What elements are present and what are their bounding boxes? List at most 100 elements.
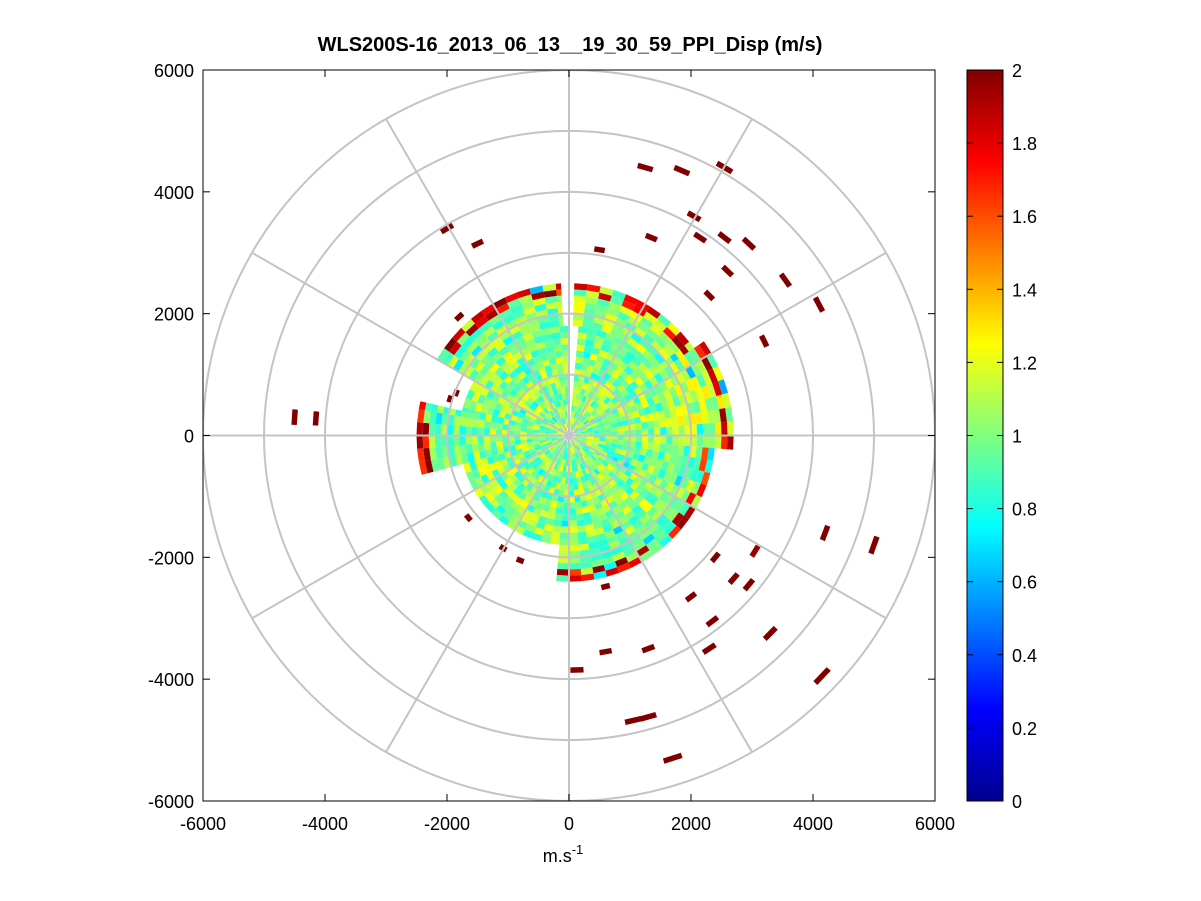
core-cell	[629, 440, 636, 448]
sector-cell	[712, 381, 723, 397]
sector-cell	[480, 353, 492, 365]
sector-cell	[657, 313, 671, 327]
sector-cell	[649, 323, 663, 336]
colorbar-tick-label: 0.6	[1012, 573, 1037, 593]
core-cell	[541, 504, 551, 512]
core-cell	[633, 447, 642, 455]
core-cell	[584, 403, 590, 411]
sector-cell	[619, 305, 633, 317]
core-cell	[572, 411, 576, 418]
sector-cell	[677, 465, 687, 478]
sector-cell	[674, 487, 686, 500]
sector-cell	[695, 412, 703, 425]
core-cell	[500, 360, 511, 371]
sector-cell	[676, 515, 689, 530]
core-cell	[541, 359, 551, 367]
core-cell	[530, 450, 538, 457]
core-cell	[539, 453, 546, 459]
core-cell	[553, 401, 559, 408]
core-cell	[540, 443, 547, 449]
sector-cell	[706, 353, 719, 369]
core-cell	[483, 396, 492, 407]
sector-cell	[667, 508, 679, 522]
sector-cell	[466, 452, 475, 463]
core-cell	[525, 338, 536, 348]
core-cell	[576, 344, 585, 352]
core-cell	[553, 519, 562, 527]
core-cell	[574, 362, 582, 370]
sector-cell	[542, 283, 557, 292]
core-cell	[580, 475, 586, 483]
core-cell	[550, 363, 558, 371]
core-cell	[585, 425, 592, 430]
sparse-return	[686, 210, 702, 223]
y-tick-label: 4000	[154, 183, 194, 203]
core-cell	[506, 520, 518, 531]
sector-cell	[534, 303, 547, 312]
core-cell	[623, 430, 630, 436]
sector-cell	[603, 561, 617, 571]
core-cell	[552, 475, 558, 483]
core-cell	[530, 349, 540, 359]
sector-cell	[675, 405, 684, 417]
sector-cell	[672, 395, 681, 408]
sector-cell	[663, 493, 675, 506]
core-cell	[564, 453, 568, 460]
sector-cell	[453, 445, 461, 456]
core-cell	[590, 393, 597, 401]
sector-cell	[416, 422, 424, 436]
core-cell	[530, 470, 538, 478]
core-cell	[633, 366, 644, 377]
core-cell	[508, 482, 518, 492]
sector-cell	[587, 535, 598, 544]
core-cell	[521, 446, 529, 453]
sector-cell	[606, 534, 618, 545]
sparse-return	[637, 162, 654, 173]
sector-cell	[574, 283, 588, 291]
core-cell	[559, 439, 565, 445]
sector-cell	[475, 349, 487, 362]
sector-cell	[671, 512, 684, 526]
sector-cell	[488, 314, 502, 326]
core-cell	[468, 460, 478, 471]
core-cell	[605, 428, 612, 433]
core-cell	[526, 396, 535, 405]
core-cell	[643, 368, 654, 380]
core-cell	[633, 494, 644, 505]
sector-cell	[677, 393, 687, 406]
core-cell	[492, 408, 501, 417]
core-cell	[498, 490, 509, 501]
core-cell	[596, 420, 604, 426]
core-cell	[639, 372, 649, 384]
core-cell	[587, 398, 594, 406]
sector-cell	[659, 534, 673, 548]
sector-cell	[569, 550, 580, 558]
core-cell	[477, 442, 485, 452]
sector-cell	[465, 417, 473, 427]
core-cell	[484, 413, 493, 422]
sector-cell	[469, 328, 483, 341]
sector-cell	[624, 321, 637, 333]
sector-cell	[710, 396, 720, 411]
sector-cell	[474, 315, 489, 329]
y-tick-label: -6000	[148, 792, 194, 812]
core-cell	[570, 411, 574, 418]
core-cell	[545, 517, 555, 526]
core-cell	[504, 384, 513, 394]
core-cell	[483, 428, 490, 436]
core-cell	[580, 363, 588, 371]
core-cell	[599, 429, 606, 433]
core-cell	[519, 408, 527, 415]
core-cell	[483, 435, 490, 443]
core-cell	[495, 429, 503, 436]
sector-cell	[690, 424, 698, 436]
sparse-return	[705, 615, 720, 628]
sector-cell	[447, 435, 454, 447]
core-cell	[541, 477, 549, 486]
core-cell	[634, 376, 644, 387]
polar-spoke	[568, 118, 753, 437]
core-cell	[547, 412, 554, 419]
sector-cell	[572, 319, 584, 327]
sector-cell	[646, 328, 659, 341]
sector-cell	[560, 532, 569, 540]
